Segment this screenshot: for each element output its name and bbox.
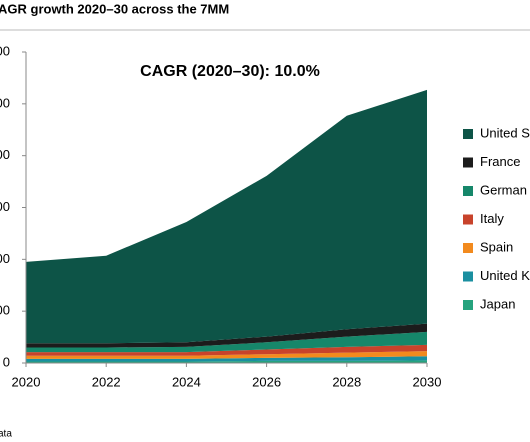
legend-label: United S — [480, 125, 530, 140]
chart-title: AGR growth 2020–30 across the 7MM — [0, 1, 229, 16]
legend-label: United K — [480, 268, 530, 283]
area — [26, 89, 427, 344]
x-tick-label: 2026 — [252, 374, 281, 389]
legend-swatch — [463, 157, 473, 168]
legend-label: Japan — [480, 296, 515, 311]
legend-swatch — [463, 243, 473, 253]
y-tick-label: 100 — [0, 303, 10, 318]
x-tick-label: 2020 — [12, 374, 41, 389]
legend-swatch — [463, 214, 473, 225]
area — [26, 351, 427, 359]
x-tick-label: 2024 — [172, 374, 201, 389]
annotation: CAGR (2020–30): 10.0% — [140, 63, 320, 80]
legend-label: France — [480, 154, 520, 169]
area — [26, 331, 427, 353]
legend-swatch — [463, 300, 473, 310]
y-tick-label: 400 — [0, 147, 10, 162]
area — [26, 356, 427, 362]
y-tick-label: 300 — [0, 199, 10, 214]
legend-swatch — [463, 271, 473, 282]
legend-label: Spain — [480, 239, 513, 254]
legend-label: Italy — [480, 211, 504, 226]
area — [26, 360, 427, 363]
area — [26, 344, 427, 356]
footer: ata — [0, 429, 12, 440]
x-tick-label: 2022 — [92, 374, 121, 389]
y-tick-label: 0 — [3, 354, 10, 369]
legend-swatch — [463, 129, 473, 139]
area — [26, 323, 427, 348]
y-tick-label: 600 — [0, 43, 10, 58]
legend-label: German — [480, 182, 527, 197]
legend-swatch — [463, 186, 473, 196]
x-tick-label: 2028 — [332, 374, 361, 389]
y-tick-label: 500 — [0, 95, 10, 110]
y-tick-label: 200 — [0, 251, 10, 266]
x-tick-label: 2030 — [413, 374, 442, 389]
